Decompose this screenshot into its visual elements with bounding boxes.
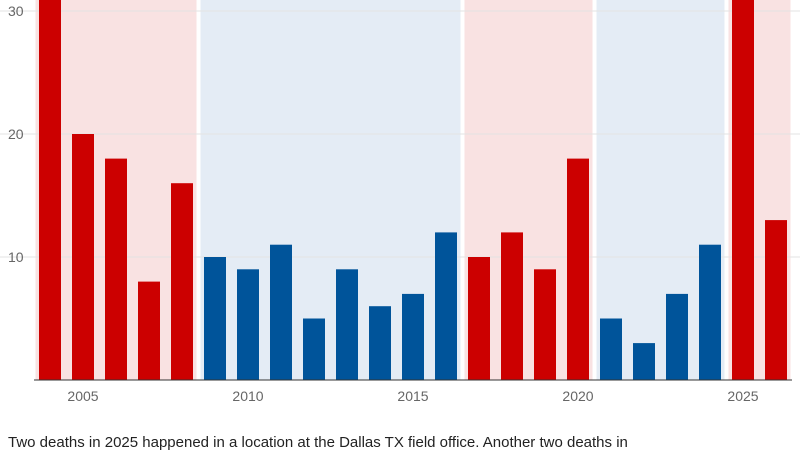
y-tick-label: 30 (8, 3, 24, 19)
bar-2006 (105, 158, 127, 380)
bar-2023 (666, 293, 688, 380)
bar-2015 (402, 293, 424, 380)
bar-2016 (435, 232, 457, 380)
bar-2007 (138, 281, 160, 380)
bar-2017 (468, 257, 490, 380)
bar-2009 (204, 257, 226, 380)
bar-2010 (237, 269, 259, 380)
x-tick-label: 2025 (727, 388, 758, 404)
bar-2004 (39, 0, 61, 380)
bar-2022 (633, 343, 655, 380)
y-tick-label: 10 (8, 249, 24, 265)
bars (39, 0, 787, 380)
bar-2012 (303, 318, 325, 380)
bar-2008 (171, 183, 193, 380)
bar-2011 (270, 244, 292, 380)
bar-2026 (765, 220, 787, 380)
bar-2025 (732, 0, 754, 380)
bar-2005 (72, 134, 94, 380)
x-tick-label: 2015 (397, 388, 428, 404)
bar-2024 (699, 244, 721, 380)
x-tick-label: 2020 (562, 388, 593, 404)
bar-2019 (534, 269, 556, 380)
bar-2018 (501, 232, 523, 380)
bar-2014 (369, 306, 391, 380)
bar-2021 (600, 318, 622, 380)
x-tick-label: 2010 (232, 388, 263, 404)
y-tick-label: 20 (8, 126, 24, 142)
bar-2020 (567, 158, 589, 380)
bar-chart: 10 20 30 2005 2010 2015 2020 2025 (0, 0, 800, 404)
x-tick-label: 2005 (67, 388, 98, 404)
y-tick-labels: 10 20 30 (8, 3, 24, 265)
caption: Two deaths in 2025 happened in a locatio… (8, 434, 628, 451)
x-tick-labels: 2005 2010 2015 2020 2025 (67, 388, 758, 404)
bar-2013 (336, 269, 358, 380)
grid-lines (0, 10, 800, 258)
